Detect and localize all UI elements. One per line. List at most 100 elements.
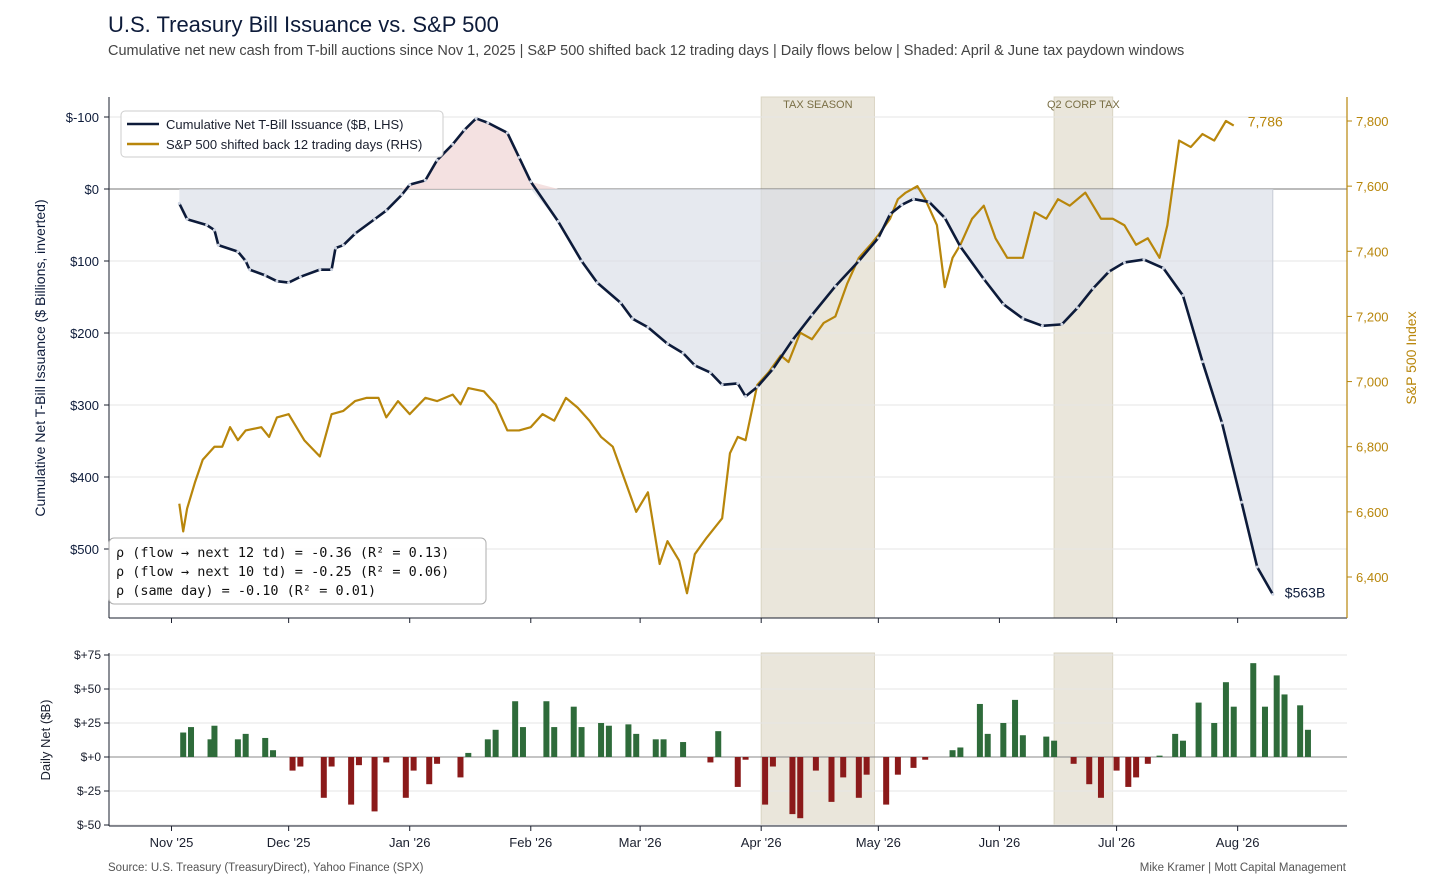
bottom-x-tick-label: Mar '26 [619, 835, 662, 850]
daily-flow-bar [625, 724, 632, 757]
issuance-point [912, 197, 916, 201]
issuance-point [1107, 270, 1111, 274]
spx-line [178, 119, 1235, 595]
daily-flow-bar [211, 725, 218, 757]
issuance-point [263, 273, 267, 277]
top-y2-axis-label: S&P 500 Index [1403, 311, 1419, 404]
bottom-panel: $-50 $-25 $+0 $+25 $+50 $+75 Nov '25 Dec '25 Jan… [38, 648, 1347, 850]
bottom-y-tick-label: $-50 [77, 818, 101, 832]
daily-flow-bar [855, 757, 862, 798]
daily-flow-bar [1195, 702, 1202, 757]
daily-flow-bar [812, 757, 819, 771]
shaded-window-label-1: Q2 CORP TAX [1047, 99, 1120, 111]
author-credit: Mike Kramer | Mott Capital Management [1139, 862, 1346, 874]
daily-flow-bar [883, 757, 890, 805]
issuance-point [708, 371, 712, 375]
chart-title: U.S. Treasury Bill Issuance vs. S&P 500 [108, 12, 499, 37]
bottom-y-tick-label: $+75 [74, 648, 101, 662]
daily-flow-bar [188, 727, 195, 757]
issuance-point [556, 219, 560, 223]
issuance-point [1060, 322, 1064, 326]
daily-flow-bar [234, 739, 241, 757]
top-y-axis-label: Cumulative Net T-Bill Issuance ($ Billio… [32, 199, 48, 516]
bottom-shaded-window-0 [760, 652, 875, 827]
daily-flow-bar [1179, 740, 1186, 757]
daily-flow-bar [984, 733, 991, 757]
daily-flow-bar [660, 739, 667, 757]
issuance-point [275, 279, 279, 283]
issuance-point [517, 155, 521, 159]
daily-flow-bar [180, 732, 187, 757]
daily-flow-bar [894, 757, 901, 775]
bottom-x-tick-label: Apr '26 [741, 835, 782, 850]
daily-flow-bar [922, 757, 929, 760]
daily-flow-bar [1230, 706, 1237, 757]
issuance-point [1142, 258, 1146, 262]
daily-flow-bar [633, 733, 640, 757]
issuance-fill-positive [179, 189, 1273, 595]
daily-flow-bar [297, 757, 304, 767]
issuance-point [927, 200, 931, 204]
daily-flow-bar [652, 739, 659, 757]
issuance-point [353, 232, 357, 236]
daily-flow-bar [207, 739, 214, 757]
issuance-fill-negative [179, 118, 1273, 189]
top-y2-tick-label: 7,200 [1356, 309, 1389, 324]
issuance-point [185, 217, 189, 221]
issuance-point [900, 203, 904, 207]
daily-flow-bar [1133, 757, 1140, 778]
issuance-point [1076, 306, 1080, 310]
bottom-x-tick-label: Jan '26 [389, 835, 431, 850]
daily-flow-bar [1261, 706, 1268, 757]
bottom-x-tick-label: May '26 [856, 835, 901, 850]
legend-box [120, 110, 444, 158]
bottom-x-tick-label: Jul '26 [1098, 835, 1135, 850]
issuance-point [580, 259, 584, 263]
issuance-point [1021, 317, 1025, 321]
issuance-point [1181, 294, 1185, 298]
legend-label-0: Cumulative Net T-Bill Issuance ($B, LHS) [166, 117, 403, 132]
issuance-point [595, 281, 599, 285]
issuance-point [244, 259, 248, 263]
issuance-point [212, 228, 216, 232]
issuance-point [1161, 266, 1165, 270]
daily-flow-bar [1222, 682, 1229, 757]
daily-flow-bar [1144, 757, 1151, 764]
daily-flow-bar [1012, 699, 1019, 757]
issuance-point [505, 131, 509, 135]
stats-box: ρ (flow → next 12 td) = -0.36 (R² = 0.13… [108, 537, 487, 605]
daily-flow-bar [949, 750, 956, 757]
daily-flow-bar [605, 725, 612, 757]
bottom-y-tick-label: $+50 [74, 682, 101, 696]
issuance-point [298, 275, 302, 279]
daily-flow-bar [355, 757, 362, 766]
daily-flow-bar [1297, 705, 1304, 757]
daily-flow-bar [742, 757, 749, 760]
daily-flow-bar [383, 757, 390, 763]
issuance-point [681, 351, 685, 355]
issuance-point [529, 180, 533, 184]
top-y-tick-label: $300 [70, 398, 99, 413]
top-y2-tick-label: 6,600 [1356, 505, 1389, 520]
bottom-x-tick-label: Aug '26 [1216, 835, 1260, 850]
top-y-tick-label: $500 [70, 542, 99, 557]
issuance-point [1240, 500, 1244, 504]
issuance-point [982, 277, 986, 281]
daily-flow-bar [1304, 729, 1311, 757]
issuance-point [958, 245, 962, 249]
issuance-point [1255, 565, 1259, 569]
daily-flow-bar [1097, 757, 1104, 798]
daily-flow-bar [1000, 723, 1007, 757]
bottom-y-tick-label: $-25 [77, 784, 101, 798]
bottom-y-tick-label: $+25 [74, 716, 101, 730]
daily-flow-bar [348, 757, 355, 805]
stats-line-2: ρ (same day) = -0.10 (R² = 0.01) [116, 583, 376, 599]
issuance-point [790, 338, 794, 342]
issuance-point [205, 223, 209, 227]
issuance-point [1271, 592, 1275, 596]
daily-flow-bar [242, 733, 249, 757]
daily-flow-bar [1273, 675, 1280, 757]
issuance-point [334, 246, 338, 250]
daily-flow-bar [789, 757, 796, 815]
